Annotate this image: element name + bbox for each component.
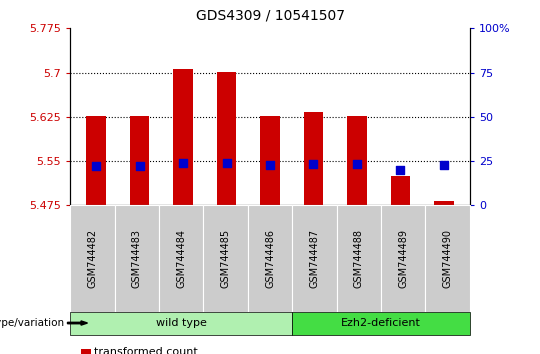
Text: GSM744488: GSM744488 (354, 229, 364, 288)
Point (92, 163, 100, 169)
Bar (173, 69, 193, 205)
Bar (303, 112, 323, 205)
Text: GSM744483: GSM744483 (132, 229, 142, 288)
Bar (217, 72, 237, 205)
Text: genotype/variation: genotype/variation (0, 318, 65, 328)
Text: GSM744489: GSM744489 (398, 229, 408, 288)
Text: wild type: wild type (156, 318, 207, 328)
Bar (390, 176, 410, 205)
Point (179, 161, 187, 166)
Point (222, 161, 231, 166)
Text: transformed count: transformed count (94, 347, 198, 354)
Point (440, 162, 448, 168)
Point (309, 161, 318, 167)
Text: GSM744485: GSM744485 (221, 229, 231, 288)
Point (136, 163, 144, 169)
Title: GDS4309 / 10541507: GDS4309 / 10541507 (195, 9, 345, 23)
Bar (130, 116, 150, 205)
Text: Ezh2-deficient: Ezh2-deficient (341, 318, 421, 328)
Bar (434, 201, 454, 205)
Point (353, 161, 361, 167)
Bar (260, 116, 280, 205)
Bar (86, 116, 106, 205)
Text: GSM744487: GSM744487 (309, 229, 319, 288)
Point (266, 162, 274, 168)
Text: GSM744484: GSM744484 (176, 229, 186, 288)
Bar (347, 116, 367, 205)
Text: GSM744490: GSM744490 (443, 229, 453, 288)
Point (396, 167, 404, 173)
Text: GSM744486: GSM744486 (265, 229, 275, 288)
Text: GSM744482: GSM744482 (87, 229, 97, 288)
